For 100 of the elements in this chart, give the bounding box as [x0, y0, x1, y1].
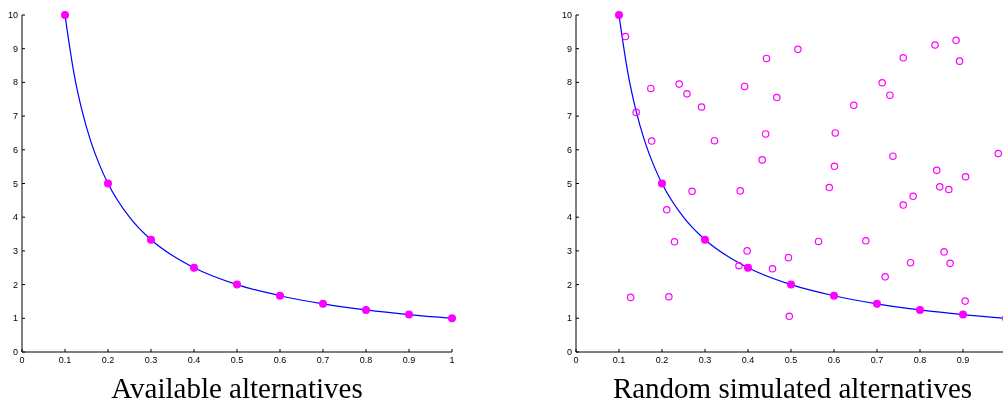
- point: [662, 205, 671, 214]
- point: [632, 108, 640, 117]
- point: [688, 187, 696, 196]
- x-tick-label: 0.6: [827, 355, 841, 365]
- y-tick-label: 3: [566, 245, 572, 256]
- point: [670, 238, 679, 246]
- point: [675, 80, 683, 88]
- point: [959, 310, 967, 319]
- y-tick-label: 1: [566, 313, 572, 324]
- point: [697, 103, 706, 111]
- point: [831, 129, 840, 137]
- point: [758, 156, 766, 164]
- y-tick-label: 4: [566, 212, 572, 223]
- y-tick-label: 7: [566, 111, 572, 122]
- x-tick-label: 0.4: [741, 355, 755, 365]
- point: [744, 263, 752, 272]
- point: [784, 253, 793, 262]
- point: [946, 259, 954, 268]
- y-tick-label: 9: [566, 43, 572, 54]
- point: [886, 91, 894, 100]
- point: [830, 291, 838, 300]
- x-tick-label: 0.1: [58, 355, 72, 365]
- y-tick-label: 5: [566, 178, 572, 189]
- point: [906, 258, 915, 267]
- x-tick-label: 0: [19, 355, 25, 365]
- point: [647, 137, 656, 145]
- y-tick-label: 5: [12, 178, 18, 189]
- point: [276, 291, 284, 300]
- point: [319, 299, 327, 308]
- x-tick-label: 0.5: [230, 355, 244, 365]
- x-tick-label: 0.3: [698, 355, 712, 365]
- point: [710, 136, 719, 145]
- point: [916, 305, 924, 314]
- point: [448, 314, 456, 323]
- point: [785, 312, 794, 321]
- point: [862, 236, 870, 245]
- x-tick-label: 0.7: [316, 355, 330, 365]
- y-tick-label: 4: [12, 212, 18, 223]
- y-tick-label: 0: [12, 347, 18, 357]
- point: [909, 192, 917, 201]
- x-tick-label: 0.8: [359, 355, 373, 365]
- x-tick-label: 0.5: [784, 355, 798, 365]
- point: [899, 54, 908, 62]
- point: [104, 179, 112, 188]
- y-tick-label: 7: [12, 111, 18, 122]
- point: [683, 90, 691, 98]
- point: [658, 179, 666, 188]
- y-tick-label: 3: [12, 245, 18, 256]
- point: [762, 54, 771, 63]
- point: [889, 152, 897, 160]
- point: [761, 130, 770, 138]
- point: [814, 237, 823, 246]
- point: [825, 183, 834, 192]
- point: [61, 11, 69, 19]
- point: [740, 82, 749, 91]
- point: [881, 273, 889, 281]
- point: [794, 45, 802, 54]
- y-tick-label: 0: [566, 347, 572, 357]
- point: [736, 187, 745, 195]
- x-tick-label: 0.4: [187, 355, 201, 365]
- point: [621, 32, 630, 41]
- x-tick-label: 0.1: [612, 355, 626, 365]
- point: [615, 11, 623, 19]
- point: [626, 293, 635, 302]
- point: [931, 41, 939, 49]
- point: [940, 248, 948, 256]
- point: [665, 292, 673, 301]
- point: [147, 235, 155, 244]
- x-axis-title: Available alternatives: [111, 372, 363, 404]
- y-tick-label: 1: [12, 313, 18, 324]
- x-axis-title: Random simulated alternatives: [612, 372, 973, 404]
- point: [768, 264, 777, 273]
- x-tick-label: 0.3: [144, 355, 158, 365]
- y-tick-label: 2: [12, 279, 18, 290]
- x-tick-label: 0.8: [913, 355, 927, 365]
- x-tick-label: 0.9: [956, 355, 970, 365]
- point: [743, 247, 751, 255]
- y-tick-label: 2: [566, 279, 572, 290]
- point: [647, 84, 655, 93]
- x-tick-label: 1: [449, 355, 455, 365]
- point: [873, 299, 881, 308]
- point: [233, 280, 241, 289]
- point: [787, 280, 795, 289]
- y-tick-label: 9: [12, 43, 18, 54]
- point: [830, 162, 839, 171]
- point: [735, 261, 743, 270]
- x-tick-label: 0.6: [273, 355, 287, 365]
- point: [701, 235, 709, 244]
- point: [932, 166, 941, 175]
- point: [362, 305, 370, 314]
- point: [190, 263, 198, 272]
- point: [849, 101, 858, 110]
- point: [773, 93, 781, 102]
- y-tick-label: 8: [566, 77, 572, 88]
- x-tick-label: 0.7: [870, 355, 884, 365]
- x-tick-label: 0.2: [101, 355, 115, 365]
- y-tick-label: 8: [12, 77, 18, 88]
- point: [961, 297, 969, 305]
- point: [961, 172, 970, 181]
- x-tick-label: 0.9: [402, 355, 416, 365]
